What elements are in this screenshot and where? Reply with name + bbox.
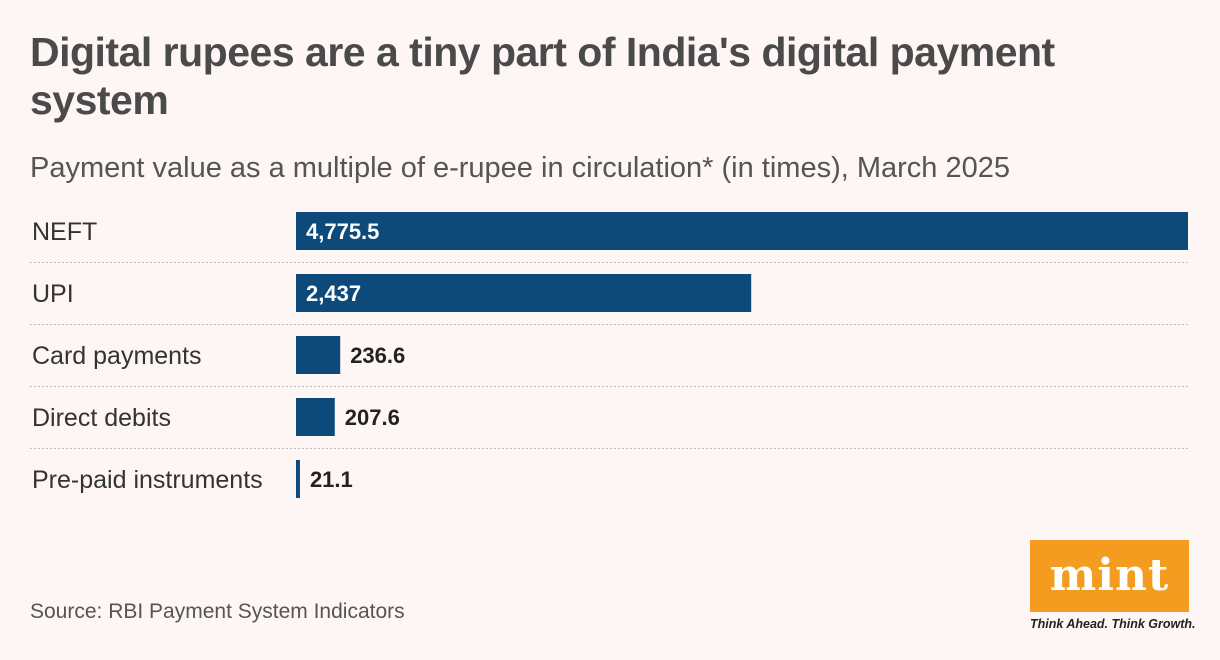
- bar-direct-debits: [296, 398, 335, 436]
- bar-neft: [296, 212, 1188, 250]
- value-label-pre-paid-instruments: 21.1: [310, 467, 353, 492]
- bar-chart: NEFT 4,775.5 UPI 2,437 Card payments 236.6 Dir…: [30, 212, 1188, 498]
- source-note: Source: RBI Payment System Indicators: [30, 600, 405, 623]
- logo-wordmark: mint: [1049, 550, 1170, 601]
- bar-card-payments: [296, 336, 341, 374]
- logo-tagline: Think Ahead. Think Growth.: [1030, 617, 1196, 631]
- value-label-direct-debits: 207.6: [345, 405, 400, 430]
- category-label-direct-debits: Direct debits: [32, 404, 171, 432]
- bar-upi: [296, 274, 752, 312]
- category-label-upi: UPI: [32, 280, 74, 308]
- category-label-pre-paid-instruments: Pre-paid instruments: [32, 466, 263, 494]
- category-label-neft: NEFT: [32, 218, 97, 246]
- chart-subtitle: Payment value as a multiple of e-rupee i…: [30, 152, 1011, 184]
- category-label-card-payments: Card payments: [32, 342, 202, 370]
- value-label-upi: 2,437: [306, 281, 361, 306]
- mint-logo: mint: [1030, 540, 1189, 612]
- value-label-card-payments: 236.6: [350, 343, 405, 368]
- value-label-neft: 4,775.5: [306, 219, 379, 244]
- bar-pre-paid-instruments: [296, 460, 300, 498]
- chart-title: Digital rupees are a tiny part of India'…: [30, 29, 1055, 123]
